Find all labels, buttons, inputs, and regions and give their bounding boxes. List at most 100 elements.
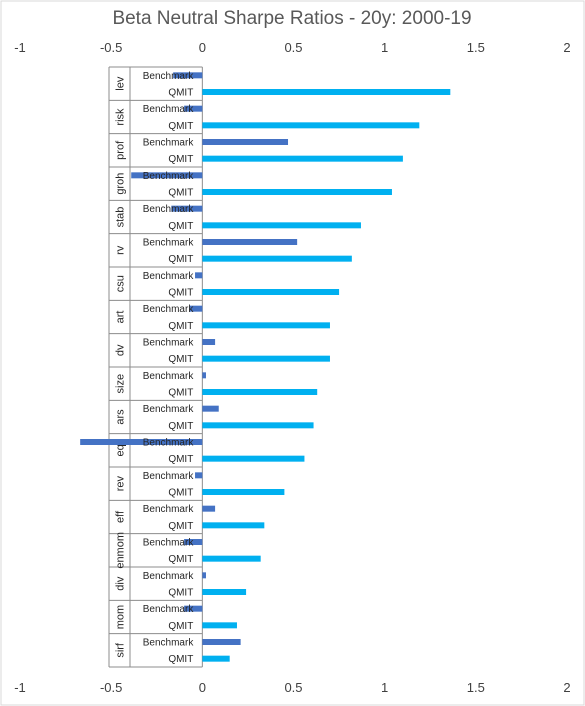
label-benchmark-prof: Benchmark [143, 138, 195, 149]
label-benchmark-sirf: Benchmark [143, 638, 195, 649]
label-qmit-ars: QMIT [168, 421, 193, 432]
label-benchmark-size: Benchmark [143, 371, 195, 382]
label-qmit-dv: QMIT [168, 354, 193, 365]
bar-qmit-enmom [202, 555, 261, 562]
bar-benchmark-csu [195, 272, 203, 279]
group-label-sirf: sirf [115, 642, 127, 658]
bar-qmit-art [202, 322, 330, 329]
group-label-csu: csu [115, 275, 127, 292]
bar-qmit-stab [202, 222, 361, 229]
label-benchmark-risk: Benchmark [143, 104, 195, 115]
bar-benchmark-stab [171, 205, 203, 212]
category-axis-frame [108, 66, 203, 668]
bar-benchmark-rev [195, 472, 203, 479]
bar-qmit-ars [202, 422, 314, 429]
bar-qmit-risk [202, 122, 420, 129]
label-qmit-lev: QMIT [168, 88, 193, 99]
bar-benchmark-risk [184, 105, 203, 112]
bar-benchmark-groh [131, 172, 203, 179]
label-qmit-risk: QMIT [168, 121, 193, 132]
bottom-tick-label-3: 0.5 [284, 680, 302, 695]
label-benchmark-rv: Benchmark [143, 238, 195, 249]
group-label-stab: stab [115, 207, 127, 228]
top-tick-label-5: 1.5 [467, 40, 485, 55]
bar-qmit-prof [202, 155, 403, 162]
group-label-prof: prof [115, 140, 127, 160]
bar-benchmark-mom [184, 605, 203, 612]
group-label-enmom: enmom [115, 532, 127, 569]
label-benchmark-eff: Benchmark [143, 504, 195, 515]
bar-qmit-mom [202, 622, 237, 629]
bottom-tick-label-6: 2 [563, 680, 570, 695]
bar-benchmark-div [202, 572, 206, 579]
top-tick-label-6: 2 [563, 40, 570, 55]
group-label-div: div [115, 576, 127, 591]
group-label-dv: dv [115, 344, 127, 356]
bottom-tick-label-1: -0.5 [100, 680, 122, 695]
label-qmit-div: QMIT [168, 588, 193, 599]
bottom-tick-label-5: 1.5 [467, 680, 485, 695]
label-qmit-rev: QMIT [168, 488, 193, 499]
label-benchmark-csu: Benchmark [143, 271, 195, 282]
label-qmit-groh: QMIT [168, 188, 193, 199]
bar-benchmark-eff [202, 505, 216, 512]
group-label-lev: lev [115, 76, 127, 91]
label-qmit-art: QMIT [168, 321, 193, 332]
bottom-tick-label-2: 0 [199, 680, 206, 695]
label-qmit-enmom: QMIT [168, 554, 193, 565]
group-label-risk: risk [115, 108, 127, 126]
group-label-eq: eq [115, 444, 127, 456]
label-qmit-size: QMIT [168, 388, 193, 399]
top-tick-label-1: -0.5 [100, 40, 122, 55]
bars [80, 72, 451, 662]
bar-qmit-div [202, 589, 247, 595]
top-tick-label-2: 0 [199, 40, 206, 55]
label-qmit-eff: QMIT [168, 521, 193, 532]
label-benchmark-groh: Benchmark [143, 171, 195, 182]
bar-benchmark-sirf [202, 639, 241, 645]
bar-benchmark-dv [202, 339, 216, 345]
label-qmit-rv: QMIT [168, 254, 193, 265]
bar-qmit-groh [202, 189, 392, 195]
label-benchmark-enmom: Benchmark [143, 538, 195, 549]
group-label-mom: mom [115, 605, 127, 629]
label-qmit-sirf: QMIT [168, 654, 193, 665]
label-benchmark-stab: Benchmark [143, 204, 195, 215]
label-benchmark-art: Benchmark [143, 304, 195, 315]
bar-qmit-rv [202, 255, 352, 262]
bar-benchmark-eq [80, 439, 203, 445]
group-label-art: art [115, 311, 127, 324]
bottom-tick-label-4: 1 [381, 680, 388, 695]
bar-benchmark-rv [202, 239, 298, 245]
label-benchmark-eq: Benchmark [143, 438, 195, 449]
bottom-tick-label-0: -1 [14, 680, 26, 695]
category-labels: Benchmark QMIT lev Benchmark QMIT risk Benchma… [115, 71, 195, 665]
bar-benchmark-size [202, 372, 206, 379]
bar-benchmark-ars [202, 405, 219, 412]
label-qmit-csu: QMIT [168, 288, 193, 299]
label-benchmark-lev: Benchmark [143, 71, 195, 82]
bar-benchmark-art [189, 305, 203, 312]
bar-benchmark-enmom [184, 539, 203, 545]
bar-qmit-eff [202, 522, 265, 529]
label-qmit-eq: QMIT [168, 454, 193, 465]
bar-qmit-dv [202, 355, 330, 362]
label-qmit-mom: QMIT [168, 621, 193, 632]
bar-qmit-csu [202, 289, 340, 295]
bar-qmit-lev [202, 89, 451, 95]
bar-benchmark-prof [202, 139, 289, 145]
label-benchmark-rev: Benchmark [143, 471, 195, 482]
group-label-groh: groh [115, 173, 127, 195]
bar-qmit-sirf [202, 655, 230, 662]
chart-title: Beta Neutral Sharpe Ratios - 20y: 2000-1… [112, 8, 471, 29]
top-tick-label-0: -1 [14, 40, 26, 55]
label-qmit-prof: QMIT [168, 154, 193, 165]
bar-benchmark-lev [173, 72, 203, 79]
bar-qmit-rev [202, 489, 285, 495]
group-label-eff: eff [115, 510, 127, 523]
label-benchmark-dv: Benchmark [143, 338, 195, 349]
label-benchmark-mom: Benchmark [143, 604, 195, 615]
bar-qmit-eq [202, 455, 305, 462]
